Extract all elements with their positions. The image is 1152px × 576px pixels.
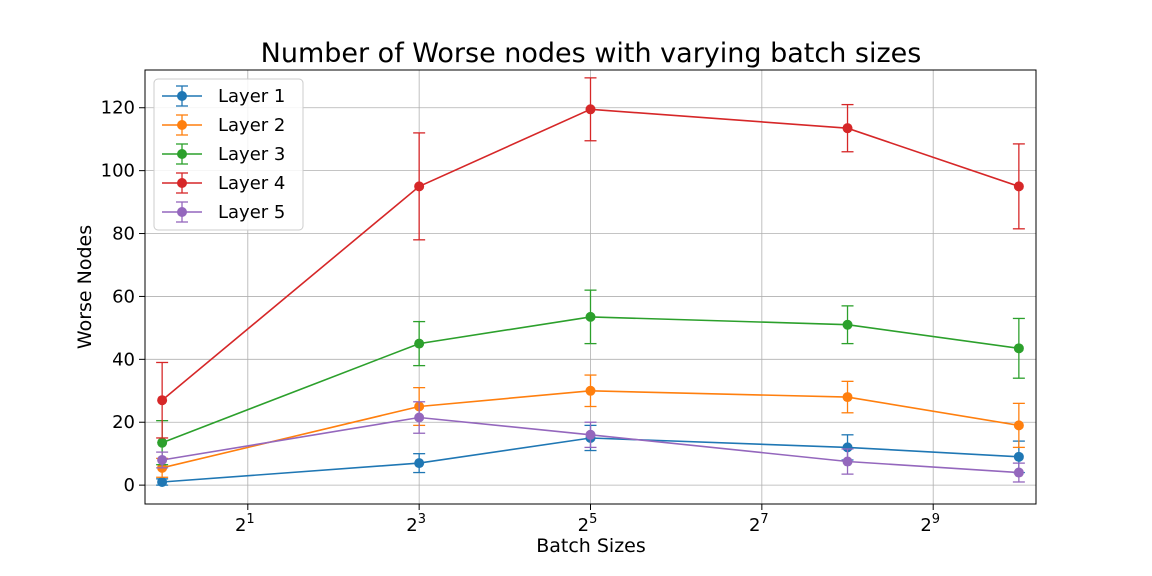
x-tick-exponent: 7 xyxy=(760,512,768,527)
legend-marker xyxy=(177,207,187,217)
legend-label: Layer 1 xyxy=(218,86,285,107)
legend-marker xyxy=(177,120,187,130)
data-point xyxy=(585,311,596,322)
data-point xyxy=(1013,181,1024,192)
series-3 xyxy=(156,289,1025,466)
chart-title: Number of Worse nodes with varying batch… xyxy=(261,38,922,69)
x-tick-base: 2 xyxy=(578,515,589,536)
data-point xyxy=(842,392,853,403)
data-point xyxy=(842,442,853,453)
data-point xyxy=(585,104,596,115)
legend-marker xyxy=(177,91,187,101)
data-point xyxy=(157,395,168,406)
legend-marker xyxy=(177,149,187,159)
legend-label: Layer 2 xyxy=(218,115,285,136)
data-point xyxy=(842,123,853,134)
data-point xyxy=(414,338,425,349)
legend-label: Layer 3 xyxy=(218,144,285,165)
x-tick-exponent: 5 xyxy=(589,512,597,527)
legend: Layer 1 Layer 2 Layer 3 Layer 4 Layer 5 xyxy=(153,78,304,231)
x-tick-base: 2 xyxy=(920,515,931,536)
y-axis-label: Worse Nodes xyxy=(74,225,96,349)
data-point xyxy=(585,385,596,396)
y-tick-label: 60 xyxy=(112,286,135,307)
legend-item: Layer 1 xyxy=(162,85,285,107)
x-tick-exponent: 9 xyxy=(932,512,940,527)
legend-item: Layer 3 xyxy=(162,143,285,165)
series-group xyxy=(156,77,1025,487)
data-point xyxy=(1013,467,1024,478)
x-tick-label: 29 xyxy=(920,512,940,536)
x-tick-base: 2 xyxy=(235,515,246,536)
y-tick-label: 120 xyxy=(101,98,135,119)
data-point xyxy=(1013,420,1024,431)
x-tick-exponent: 3 xyxy=(418,512,426,527)
data-point xyxy=(585,429,596,440)
y-tick-label: 20 xyxy=(112,412,135,433)
x-tick-base: 2 xyxy=(406,515,417,536)
data-point xyxy=(157,476,168,487)
x-tick-label: 23 xyxy=(406,512,426,536)
x-tick-label: 25 xyxy=(578,512,598,536)
series-5 xyxy=(156,401,1025,483)
data-point xyxy=(842,319,853,330)
x-tick-exponent: 1 xyxy=(246,512,254,527)
legend-label: Layer 4 xyxy=(218,173,285,194)
legend-label: Layer 5 xyxy=(218,202,285,223)
data-point xyxy=(842,456,853,467)
data-point xyxy=(1013,451,1024,462)
x-tick-label: 27 xyxy=(749,512,769,536)
legend-box xyxy=(153,78,304,231)
x-axis-label: Batch Sizes xyxy=(536,535,646,557)
x-tick-label: 21 xyxy=(235,512,255,536)
data-point xyxy=(1013,343,1024,354)
legend-marker xyxy=(177,178,187,188)
y-tick-label: 100 xyxy=(101,161,135,182)
data-point xyxy=(157,437,168,448)
series-4 xyxy=(156,77,1025,439)
data-point xyxy=(414,458,425,469)
legend-item: Layer 5 xyxy=(162,201,285,223)
y-tick-label: 0 xyxy=(124,475,135,496)
data-point xyxy=(157,454,168,465)
y-tick-label: 80 xyxy=(112,224,135,245)
data-point xyxy=(414,181,425,192)
data-point xyxy=(414,412,425,423)
legend-item: Layer 4 xyxy=(162,172,285,194)
y-tick-label: 40 xyxy=(112,349,135,370)
legend-item: Layer 2 xyxy=(162,114,285,136)
x-tick-base: 2 xyxy=(749,515,760,536)
